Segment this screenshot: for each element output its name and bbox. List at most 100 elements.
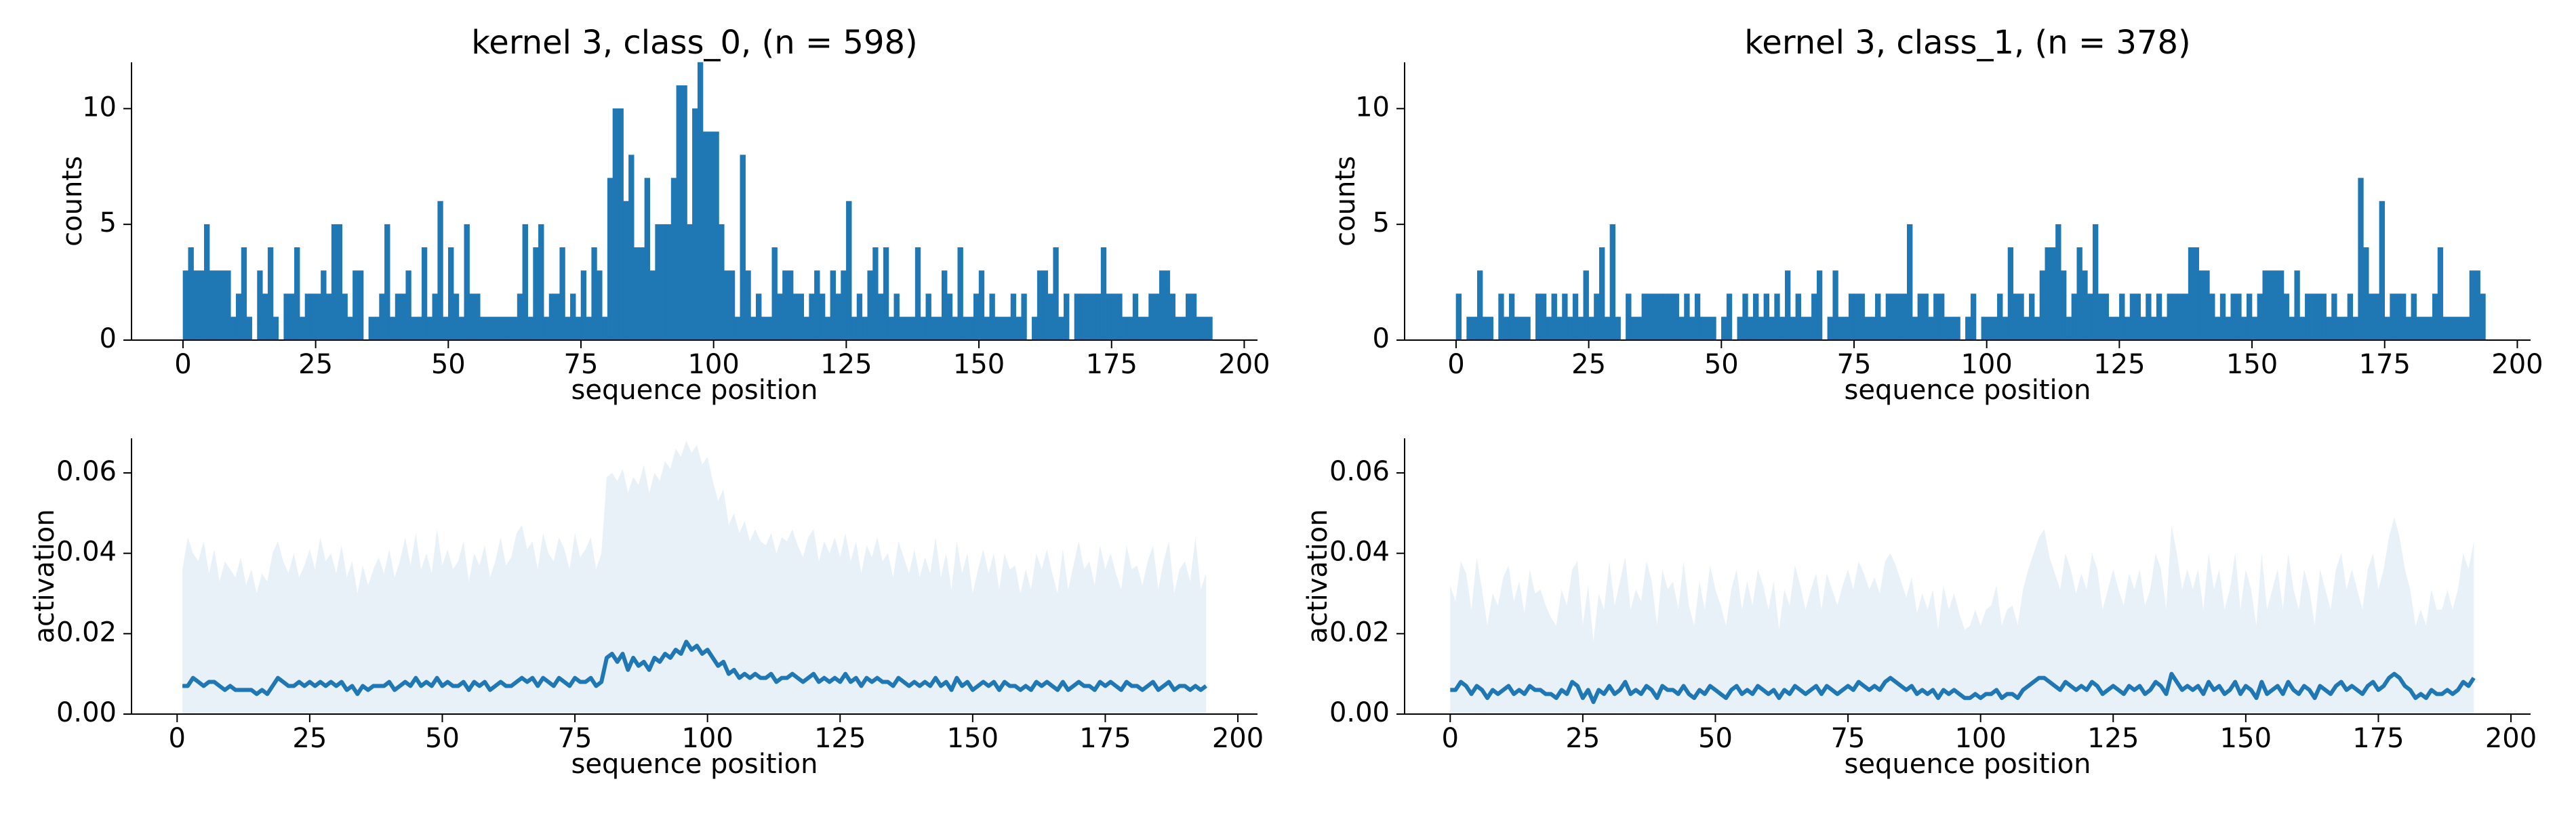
bar <box>506 316 512 341</box>
bar <box>1021 293 1027 341</box>
bar <box>2236 293 2242 341</box>
x-tick-label: 0 <box>169 723 186 754</box>
bar <box>607 178 613 341</box>
bar <box>888 316 895 341</box>
bar <box>2369 293 2375 341</box>
bar <box>2395 293 2401 341</box>
bar <box>565 316 571 341</box>
bar <box>357 270 364 341</box>
bar <box>538 224 544 341</box>
bar <box>1848 293 1855 341</box>
bar <box>1122 316 1128 341</box>
x-tick-label: 150 <box>953 349 1005 380</box>
bar <box>241 247 247 341</box>
bar <box>214 270 220 341</box>
bar <box>257 270 263 341</box>
bar <box>1525 316 1531 341</box>
bar <box>1583 270 1589 341</box>
bar <box>304 293 311 341</box>
bar <box>458 316 465 341</box>
bar <box>1763 293 1770 341</box>
bar <box>2416 316 2422 341</box>
bar <box>1938 293 1945 341</box>
bar <box>2463 316 2470 341</box>
bar <box>925 293 931 341</box>
bar <box>331 224 338 341</box>
bar <box>230 316 237 341</box>
x-tick-label: 200 <box>2491 349 2543 380</box>
bar <box>1816 270 1823 341</box>
bar <box>2135 293 2141 341</box>
bar <box>1169 293 1175 341</box>
x-tick-label: 125 <box>2093 349 2145 380</box>
bar <box>1472 316 1478 341</box>
bar <box>448 247 454 341</box>
x-tick-label: 200 <box>1212 723 1264 754</box>
bar <box>2146 293 2152 341</box>
bar <box>426 316 433 341</box>
bar <box>353 270 359 341</box>
bar <box>1201 316 1207 341</box>
bar <box>1647 293 1653 341</box>
bar <box>803 316 809 341</box>
bar <box>1864 316 1870 341</box>
bar <box>878 293 884 341</box>
bar <box>336 224 343 341</box>
bar <box>1095 293 1102 341</box>
bar <box>952 316 958 341</box>
x-tick-label: 100 <box>681 723 733 754</box>
bar <box>819 293 826 341</box>
x-tick-label: 125 <box>820 349 872 380</box>
bar <box>347 316 353 341</box>
bar <box>676 85 682 341</box>
bar <box>2241 316 2247 341</box>
bar <box>1127 316 1133 341</box>
bar <box>199 270 205 341</box>
x-tick-label: 175 <box>1086 349 1138 380</box>
bar <box>267 247 274 341</box>
bar <box>480 316 486 341</box>
bar <box>1609 224 1616 341</box>
bar <box>1811 293 1817 341</box>
bar <box>1207 316 1213 341</box>
bar <box>1535 293 1542 341</box>
bar <box>2363 247 2369 341</box>
bar <box>2442 316 2449 341</box>
bar <box>432 293 438 341</box>
x-tick-label: 25 <box>292 723 327 754</box>
x-tick-label: 175 <box>2352 723 2404 754</box>
bar <box>2114 316 2120 341</box>
bar <box>2177 293 2183 341</box>
bar <box>2129 293 2136 341</box>
bar <box>395 293 401 341</box>
bar <box>2390 293 2396 341</box>
bar <box>1790 316 1796 341</box>
bar <box>893 293 900 341</box>
bar <box>713 131 719 341</box>
bar <box>193 270 199 341</box>
bar <box>1186 293 1192 341</box>
bar <box>1058 316 1064 341</box>
bar <box>2400 293 2407 341</box>
bar <box>299 316 306 341</box>
bar <box>782 270 788 341</box>
bar <box>453 293 460 341</box>
bar <box>543 316 550 341</box>
bar <box>2373 293 2380 341</box>
bar <box>1795 293 1801 341</box>
y-tick-label: 0.04 <box>56 537 117 568</box>
bar <box>634 247 640 341</box>
bar <box>2013 293 2019 341</box>
x-tick-label: 200 <box>1218 349 1270 380</box>
bar <box>437 201 443 341</box>
bar <box>1148 293 1154 341</box>
bar <box>262 293 268 341</box>
bar <box>2273 270 2279 341</box>
y-tick-label: 5 <box>100 207 117 238</box>
bar <box>511 316 518 341</box>
bar <box>389 316 396 341</box>
bar <box>188 247 194 341</box>
y-axis-label: counts <box>1330 156 1361 247</box>
bar <box>1132 293 1139 341</box>
